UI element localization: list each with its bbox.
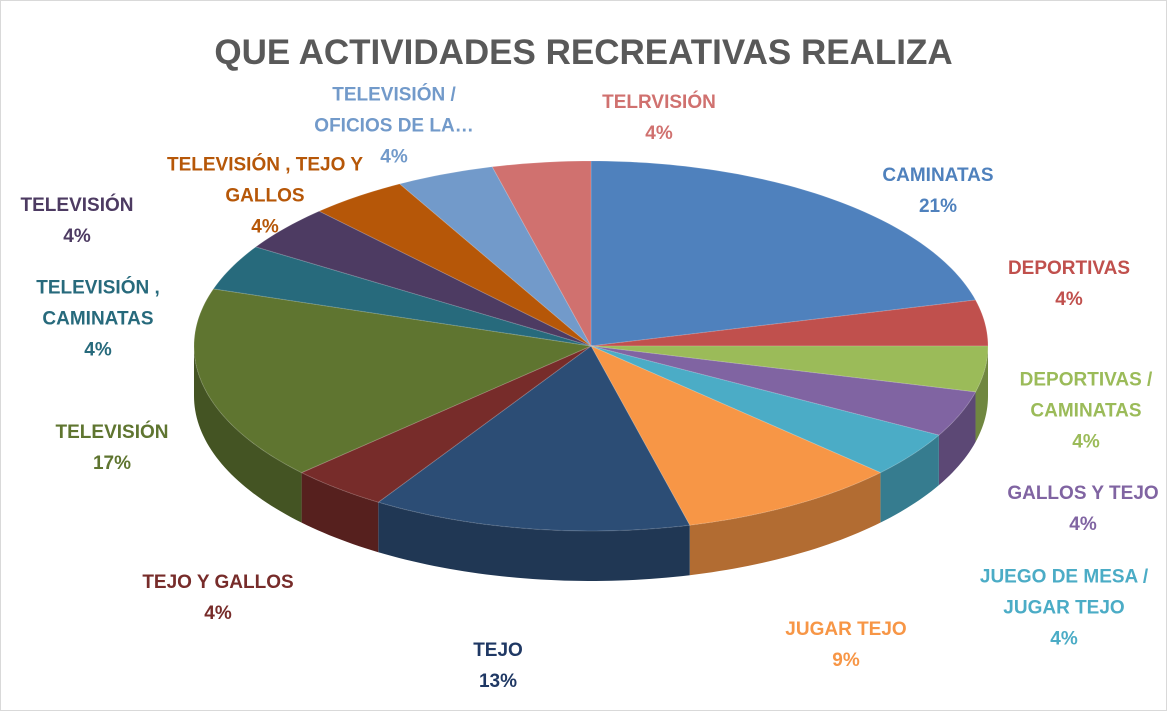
slice bbox=[318, 183, 592, 347]
category-label: CAMINATAS bbox=[882, 165, 994, 186]
slice bbox=[254, 210, 592, 347]
slice-side bbox=[880, 435, 939, 523]
category-label: TELEVISIÓN bbox=[55, 422, 169, 443]
data-label: GALLOS Y TEJO 4% bbox=[958, 478, 1166, 540]
category-label: TELEVISIÓN , CAMINATAS bbox=[36, 277, 160, 330]
slice-side bbox=[938, 392, 976, 486]
slice bbox=[300, 345, 592, 503]
data-label: TELEVISIÓN 17% bbox=[1, 417, 237, 479]
slice-side bbox=[975, 346, 988, 443]
slice bbox=[590, 345, 989, 393]
category-label: DEPORTIVAS bbox=[1007, 258, 1131, 279]
slice bbox=[590, 345, 977, 436]
value-label: 17% bbox=[92, 453, 132, 474]
value-label: 4% bbox=[63, 226, 91, 247]
data-label: TELEVISIÓN / OFICIOS DE LA… 4% bbox=[299, 80, 489, 173]
slice-side bbox=[378, 502, 690, 581]
value-label: 4% bbox=[645, 123, 673, 144]
data-label: JUEGO DE MESA / JUGAR TEJO 4% bbox=[959, 562, 1166, 655]
slice bbox=[193, 288, 593, 474]
slice-side bbox=[194, 346, 302, 523]
category-label: TEJO bbox=[473, 640, 523, 661]
data-label: TELEVISIÓN , TEJO Y GALLOS 4% bbox=[165, 150, 365, 243]
value-label: 4% bbox=[1050, 628, 1078, 650]
chart-title: QUE ACTIVIDADES RECREATIVAS REALIZA bbox=[214, 33, 953, 72]
slice bbox=[590, 299, 989, 347]
category-label: JUGAR TEJO bbox=[785, 619, 907, 640]
data-label: CAMINATAS 21% bbox=[813, 160, 1063, 222]
category-label: TELEVISIÓN / OFICIOS DE LA… bbox=[314, 84, 474, 137]
category-label: JUEGO DE MESA / JUGAR TEJO bbox=[979, 566, 1149, 619]
slice bbox=[377, 345, 691, 532]
slice-side bbox=[301, 472, 379, 553]
category-label: TELEVISIÓN , TEJO Y GALLOS bbox=[166, 154, 364, 207]
slice bbox=[212, 246, 592, 347]
data-label: DEPORTIVAS 4% bbox=[944, 253, 1166, 315]
data-label: TELEVISIÓN , CAMINATAS 4% bbox=[13, 273, 183, 366]
value-label: 4% bbox=[1072, 431, 1100, 453]
data-label: TELEVISIÓN 4% bbox=[1, 190, 202, 252]
value-label: 21% bbox=[918, 196, 958, 217]
slice bbox=[590, 160, 977, 347]
value-label: 9% bbox=[832, 650, 860, 671]
slice bbox=[590, 345, 940, 474]
value-label: 4% bbox=[1069, 514, 1097, 535]
slice bbox=[491, 160, 592, 347]
category-label: TEJO Y GALLOS bbox=[142, 572, 294, 593]
slice-side bbox=[689, 472, 881, 576]
category-label: DEPORTIVAS / CAMINATAS bbox=[1019, 369, 1153, 422]
value-label: 4% bbox=[1055, 289, 1083, 310]
category-label: GALLOS Y TEJO bbox=[1007, 483, 1159, 504]
value-label: 4% bbox=[380, 146, 408, 168]
value-label: 4% bbox=[251, 216, 279, 238]
category-label: TELRVISIÓN bbox=[602, 92, 716, 113]
data-label: TELRVISIÓN 4% bbox=[534, 87, 784, 149]
data-label: TEJO 13% bbox=[373, 635, 623, 697]
data-label: DEPORTIVAS / CAMINATAS 4% bbox=[1004, 365, 1167, 458]
value-label: 4% bbox=[204, 603, 232, 624]
value-label: 13% bbox=[478, 671, 518, 692]
data-label: TEJO Y GALLOS 4% bbox=[93, 567, 343, 629]
slice bbox=[398, 166, 592, 347]
value-label: 4% bbox=[84, 339, 112, 361]
data-label: JUGAR TEJO 9% bbox=[721, 614, 971, 676]
slice bbox=[589, 344, 882, 526]
category-label: TELEVISIÓN bbox=[20, 195, 134, 216]
